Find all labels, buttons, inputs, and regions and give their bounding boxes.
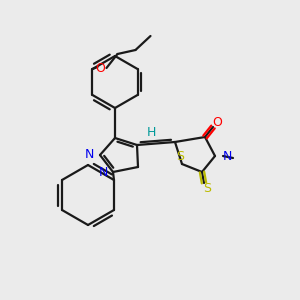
- Text: S: S: [176, 149, 184, 163]
- Text: O: O: [95, 62, 105, 76]
- Text: N: N: [99, 166, 108, 178]
- Text: N: N: [223, 149, 232, 163]
- Text: S: S: [203, 182, 211, 194]
- Text: O: O: [212, 116, 222, 128]
- Text: H: H: [146, 125, 156, 139]
- Text: N: N: [85, 148, 94, 160]
